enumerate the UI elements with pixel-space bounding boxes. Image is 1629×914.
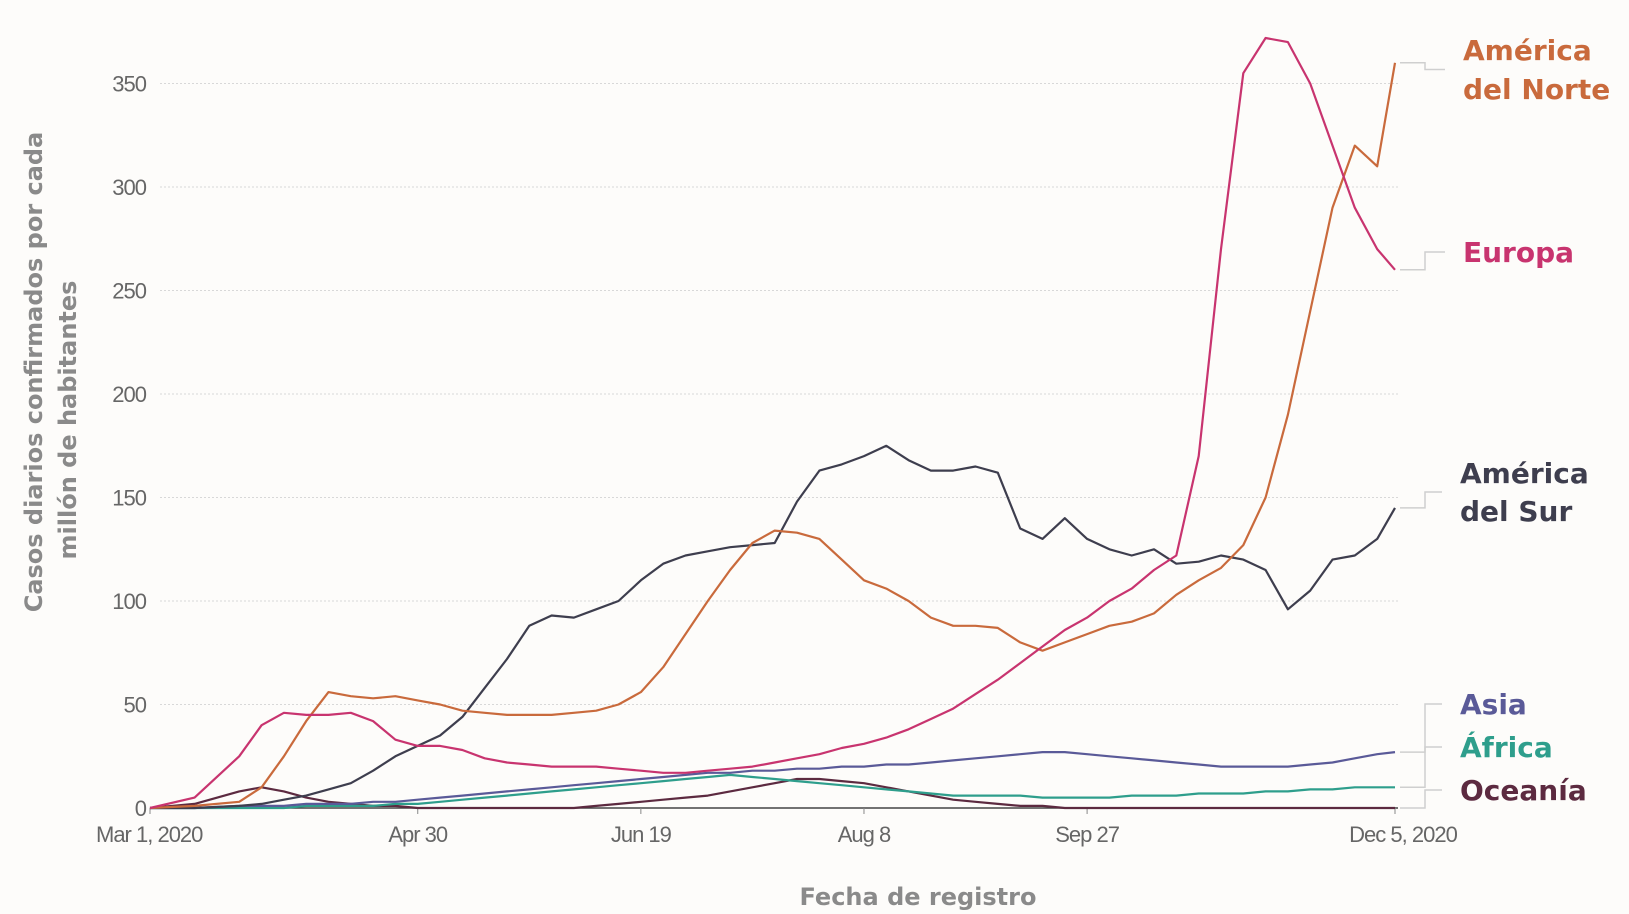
legend-leader: [1400, 746, 1442, 789]
legend-leaders: [1400, 62, 1445, 809]
legend-label: del Sur: [1460, 495, 1572, 528]
legend-label: Europa: [1463, 236, 1574, 269]
legend-leader: [1400, 703, 1442, 753]
x-tick-label: Apr 30: [388, 822, 448, 847]
x-tick-label: Jun 19: [611, 822, 672, 847]
series-line-europa: [149, 36, 1396, 810]
y-tick-label: 0: [135, 796, 147, 821]
x-axis: Mar 1, 2020 Apr 30 Jun 19 Aug 8 Sep 27 Dec 5,…: [96, 808, 1459, 847]
legend-leader: [1400, 789, 1442, 809]
series-line-oceania: [149, 777, 1395, 810]
x-tick-label: Mar 1, 2020: [96, 822, 203, 847]
legend-label: del Norte: [1463, 73, 1610, 106]
gridlines: [160, 83, 1398, 809]
y-axis-title-line-1: Casos diarios confirmados por cada: [20, 132, 48, 613]
legend: América del Norte Europa América del Sur Asia…: [1460, 34, 1610, 807]
y-tick-label: 250: [112, 279, 146, 304]
legend-leader: [1400, 491, 1442, 509]
series-line-america-del-sur: [150, 444, 1396, 810]
x-axis-title: Fecha de registro: [800, 883, 1037, 911]
legend-label: África: [1460, 730, 1553, 764]
y-axis: 0 50 100 150 200 250 300 350: [112, 72, 147, 822]
legend-label: América: [1463, 34, 1592, 67]
series-line-asia: [150, 750, 1396, 810]
x-tick-label: Aug 8: [838, 822, 891, 847]
y-axis-title-line-2: millón de habitantes: [54, 281, 82, 560]
y-tick-label: 350: [112, 72, 146, 97]
series-lines: [149, 36, 1397, 810]
y-tick-label: 50: [124, 693, 147, 718]
legend-label: Asia: [1460, 688, 1527, 721]
y-tick-label: 150: [112, 486, 146, 511]
y-tick-label: 300: [112, 175, 146, 200]
legend-leader: [1400, 251, 1445, 271]
series-line-africa: [150, 773, 1395, 810]
x-tick-label: Sep 27: [1055, 822, 1119, 847]
legend-label: Oceanía: [1460, 774, 1587, 807]
y-tick-label: 100: [112, 589, 146, 614]
legend-leader: [1400, 62, 1445, 71]
series-line-america-del-norte: [149, 62, 1397, 810]
x-tick-label: Dec 5, 2020: [1349, 822, 1457, 847]
legend-label: América: [1460, 457, 1589, 490]
y-tick-label: 200: [112, 382, 146, 407]
